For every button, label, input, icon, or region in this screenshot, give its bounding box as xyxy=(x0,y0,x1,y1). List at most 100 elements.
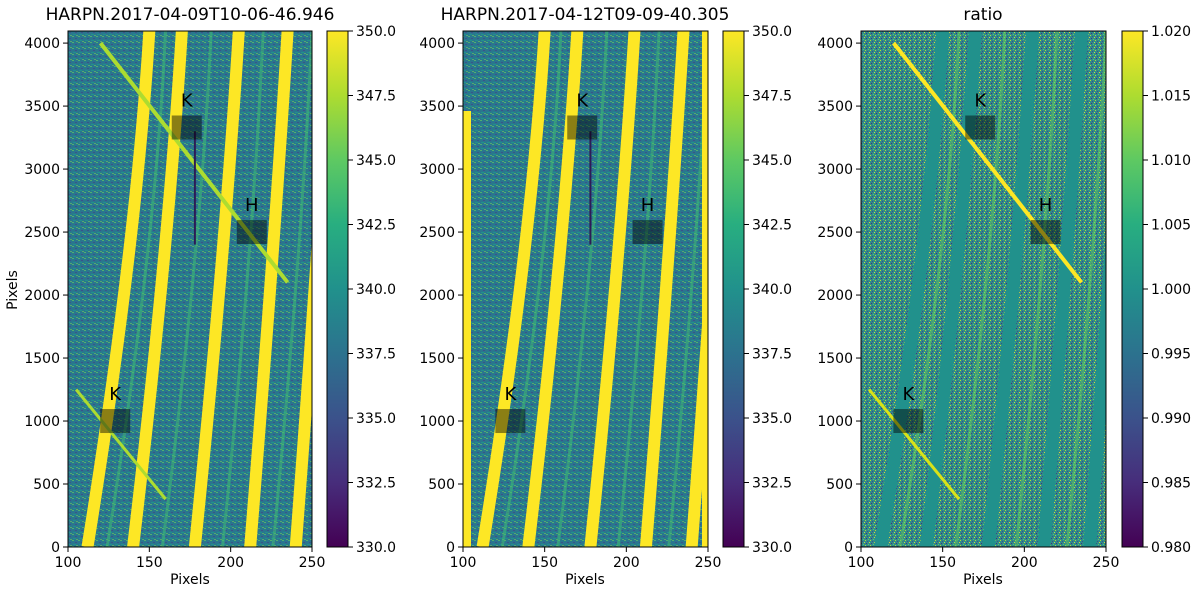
annotation-label-k-1: K xyxy=(109,384,122,405)
spectral-order-1 xyxy=(81,31,156,547)
faint-order-3 xyxy=(616,31,661,547)
faint-order-2 xyxy=(556,31,609,547)
y-tick-label: 1500 xyxy=(817,351,853,367)
panel-1-heatmap: K K H xyxy=(68,31,312,547)
y-tick-label: 2500 xyxy=(24,225,60,241)
panel-3-xlabel: Pixels xyxy=(963,572,1003,588)
y-tick-label: 3500 xyxy=(24,99,60,115)
panel-1: HARPN.2017-04-09T10-06-46.946 K K H 100 150… xyxy=(5,5,396,588)
annotation-box-k-1 xyxy=(893,409,924,434)
x-tick-label: 150 xyxy=(929,555,956,571)
spectral-order-3 xyxy=(188,31,245,547)
axes-frame xyxy=(462,30,709,548)
faint-order-1 xyxy=(105,31,168,547)
spectral-order-4 xyxy=(244,31,294,547)
spectral-order-5 xyxy=(1083,231,1106,547)
colorbar-tick-label: 342.5 xyxy=(752,218,792,234)
x-tick-label: 150 xyxy=(136,555,163,571)
spectral-order-2 xyxy=(919,31,982,547)
panel-2-axes: 100 150 200 2500500100015002000250030003500… xyxy=(419,30,722,571)
y-tick-label: 1500 xyxy=(419,351,455,367)
colorbar-tick-label: 1.015 xyxy=(1151,89,1191,105)
colorbar-gradient xyxy=(1121,30,1144,548)
spectral-order-5 xyxy=(289,238,312,547)
heatmap-content xyxy=(868,31,1106,547)
annotation-box-k-2 xyxy=(171,115,202,140)
annotation-box-k-1 xyxy=(495,409,526,434)
colorbar-tick-label: 330.0 xyxy=(356,540,396,556)
spectral-order-3 xyxy=(584,31,641,547)
y-tick-label: 500 xyxy=(33,477,60,493)
y-tick-label: 2000 xyxy=(817,288,853,304)
colorbar-tick-label: 332.5 xyxy=(356,476,396,492)
x-tick-label: 250 xyxy=(695,555,722,571)
colorbar-tick-label: 340.0 xyxy=(752,282,792,298)
colorbar-tick-label: 330.0 xyxy=(752,540,792,556)
heatmap-content xyxy=(74,31,312,547)
x-tick-label: 100 xyxy=(450,555,477,571)
y-tick-label: 500 xyxy=(428,477,455,493)
y-tick-label: 3500 xyxy=(419,99,455,115)
spectral-order-2 xyxy=(127,31,188,547)
axes-frame xyxy=(67,30,313,548)
x-tick-label: 100 xyxy=(848,555,875,571)
y-tick-label: 3000 xyxy=(24,162,60,178)
annotation-label-k-2: K xyxy=(974,90,987,111)
faint-order-1 xyxy=(500,31,563,547)
panel-3: ratio KKH 100 150 200 250050010001500200025… xyxy=(817,5,1191,588)
colorbar-tick-label: 340.0 xyxy=(356,282,396,298)
y-tick-label: 3000 xyxy=(419,162,455,178)
panel-3-heatmap: K K H xyxy=(861,31,1106,547)
faint-order-4 xyxy=(271,31,312,547)
x-tick-label: 200 xyxy=(1011,555,1038,571)
y-tick-label: 0 xyxy=(446,540,455,556)
colorbar-tick-label: 0.995 xyxy=(1151,347,1191,363)
annotation-box-k-2 xyxy=(567,115,598,140)
y-tick-label: 2500 xyxy=(817,225,853,241)
panel-1-colorbar: 330.0 332.5 335.0 337.5 340.0 342.5 345.0 347.5… xyxy=(326,24,396,556)
faint-order-2 xyxy=(954,31,1007,547)
spectral-order-1 xyxy=(476,31,551,547)
right-edge-order xyxy=(702,31,708,547)
colorbar-gradient xyxy=(326,30,349,548)
annotation-label-h-3: H xyxy=(1039,195,1053,216)
diagonal-streak-2 xyxy=(892,41,1084,284)
annotation-box-k-1 xyxy=(100,409,131,434)
annotation-label-k-2: K xyxy=(181,90,194,111)
colorbar-tick-label: 347.5 xyxy=(356,89,396,105)
colorbar-tick-label: 335.0 xyxy=(752,411,792,427)
faint-order-3 xyxy=(1014,31,1059,547)
colorbar-tick-label: 345.0 xyxy=(356,153,396,169)
panel-1-ylabel: Pixels xyxy=(5,270,21,310)
y-tick-label: 3000 xyxy=(817,162,853,178)
diagonal-streak-1 xyxy=(74,388,167,501)
colorbar-tick-label: 345.0 xyxy=(752,153,792,169)
heatmap-content xyxy=(463,31,708,547)
y-tick-label: 1000 xyxy=(817,414,853,430)
colorbar-tick-label: 1.005 xyxy=(1151,218,1191,234)
colorbar-tick-label: 347.5 xyxy=(752,89,792,105)
annotation-label-h-3: H xyxy=(641,195,655,216)
y-tick-label: 1000 xyxy=(419,414,455,430)
panel-3-colorbar: 0.980 0.985 0.990 0.995 1.000 1.005 1.010 1.015… xyxy=(1121,24,1191,556)
panel-2-heatmap: K K H xyxy=(463,31,708,547)
faint-order-3 xyxy=(221,31,265,547)
annotation-box-h-3 xyxy=(632,220,663,245)
colorbar-tick-label: 337.5 xyxy=(356,347,396,363)
spectral-order-4 xyxy=(639,31,690,547)
colorbar-tick-label: 335.0 xyxy=(356,411,396,427)
annotation-label-h-3: H xyxy=(245,195,259,216)
x-tick-label: 250 xyxy=(1093,555,1120,571)
colorbar-gradient xyxy=(722,30,745,548)
faint-order-1 xyxy=(898,31,961,547)
x-tick-label: 250 xyxy=(299,555,326,571)
axes-frame xyxy=(860,30,1107,548)
y-tick-label: 1500 xyxy=(24,351,60,367)
y-tick-label: 4000 xyxy=(419,36,455,52)
diagonal-streak-1 xyxy=(868,388,961,501)
y-tick-label: 500 xyxy=(826,477,853,493)
y-tick-label: 4000 xyxy=(24,36,60,52)
panel-2-colorbar: 330.0 332.5 335.0 337.5 340.0 342.5 345.0 347.5… xyxy=(722,24,792,556)
y-tick-label: 1000 xyxy=(24,414,60,430)
